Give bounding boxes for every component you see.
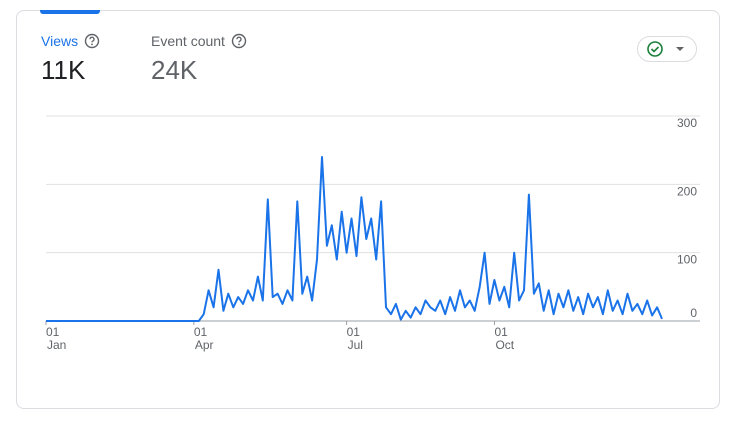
line: [46, 156, 663, 322]
card: [16, 10, 720, 409]
x-tick-month: Jan: [47, 338, 66, 352]
y-tick-label: 200: [677, 184, 697, 198]
metric-value: 11K: [41, 55, 86, 85]
y-tick-label: 0: [690, 306, 697, 320]
metric-tab[interactable]: Event count 24K: [151, 33, 247, 86]
y-tick-label: 300: [677, 116, 697, 130]
x-tick-month: Jul: [348, 338, 363, 352]
help-icon[interactable]: [84, 33, 100, 49]
metric-label: Views: [41, 33, 79, 49]
help-icon[interactable]: [231, 33, 247, 49]
metric-value: 24K: [151, 55, 198, 85]
metric-tab[interactable]: Views 11K: [41, 33, 100, 86]
x-tick-day: 01: [46, 325, 60, 339]
metric-label: Event count: [151, 33, 225, 49]
x-tick-month: Oct: [495, 338, 514, 352]
status-dropdown[interactable]: [637, 36, 697, 62]
status-icon: [647, 41, 684, 57]
x-tick-month: Apr: [195, 338, 214, 352]
x-tick-day: 01: [194, 325, 208, 339]
x-tick-day: 01: [494, 325, 508, 339]
active-tab-indicator: [40, 10, 100, 14]
y-tick-label: 100: [677, 253, 697, 267]
x-tick-day: 01: [347, 325, 361, 339]
